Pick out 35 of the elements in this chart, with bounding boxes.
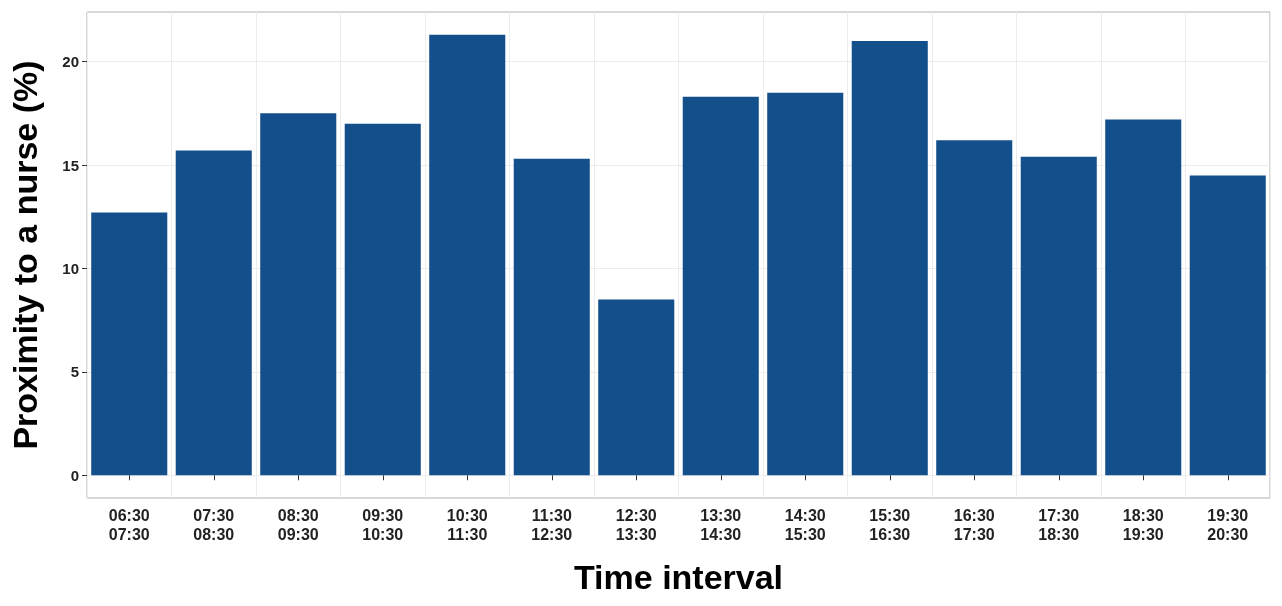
x-tick-label: 15:30 16:30	[869, 507, 911, 543]
bar	[344, 123, 421, 476]
bar	[175, 150, 252, 476]
bar	[682, 96, 759, 476]
x-tick-label: 12:30 13:30	[615, 507, 657, 543]
bar	[767, 92, 844, 476]
x-tick-label: 09:30 10:30	[362, 507, 404, 543]
x-tick-label: 18:30 19:30	[1122, 507, 1164, 543]
x-tick-label: 14:30 15:30	[784, 507, 826, 543]
bar	[429, 34, 506, 476]
y-tick-label: 20	[62, 53, 79, 71]
x-tick-label: 10:30 11:30	[446, 507, 488, 543]
bar	[513, 158, 590, 476]
x-tick-label: 13:30 14:30	[700, 507, 742, 543]
x-tick-label: 07:30 08:30	[193, 507, 235, 543]
x-tick-label: 17:30 18:30	[1038, 507, 1080, 543]
bar	[91, 212, 168, 476]
y-tick-label: 5	[70, 363, 79, 381]
x-tick-label: 11:30 12:30	[531, 507, 573, 543]
bar	[260, 113, 337, 476]
y-tick-label: 0	[70, 466, 79, 484]
bar	[1020, 156, 1097, 476]
bar	[851, 40, 928, 476]
x-tick-label: 06:30 07:30	[108, 507, 150, 543]
y-tick-label: 10	[62, 259, 79, 277]
bar	[598, 299, 675, 476]
y-tick-label: 15	[62, 156, 79, 174]
x-axis-title: Time interval	[573, 558, 784, 596]
y-axis-title: Proximity to a nurse (%)	[6, 60, 44, 450]
bar	[1189, 175, 1266, 476]
bar	[1105, 119, 1182, 476]
x-tick-label: 08:30 09:30	[277, 507, 319, 543]
x-tick-label: 19:30 20:30	[1207, 507, 1249, 543]
x-tick-label: 16:30 17:30	[953, 507, 995, 543]
bar	[936, 140, 1013, 476]
